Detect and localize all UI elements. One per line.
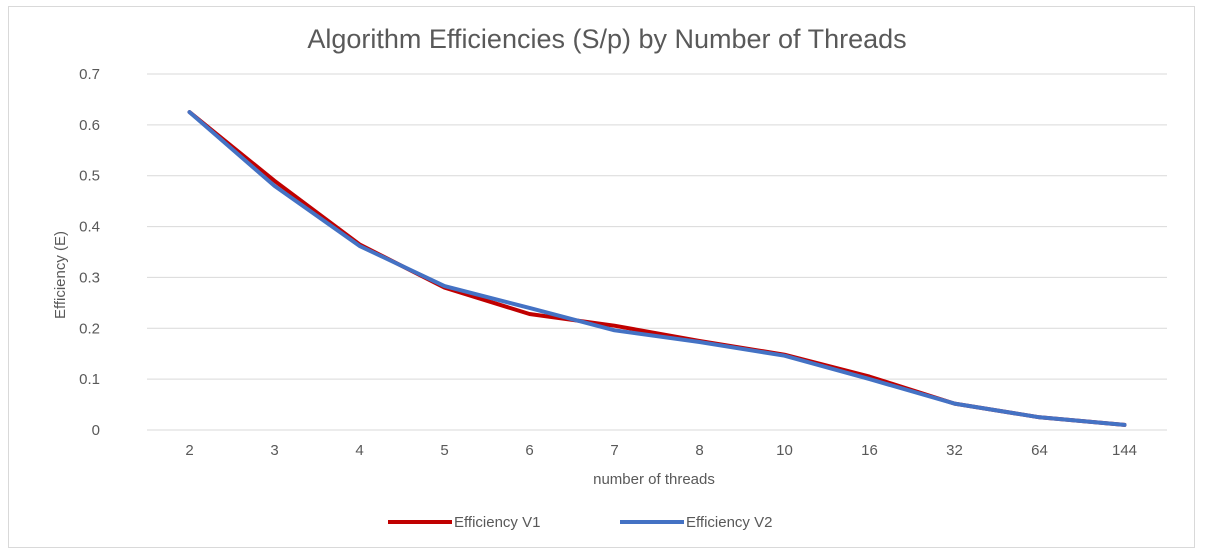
legend-label: Efficiency V2 [686, 514, 772, 531]
x-tick-label: 4 [355, 442, 363, 459]
y-tick-label: 0.5 [79, 168, 100, 185]
x-axis-ticks: 2 3 4 5 6 7 8 10 16 32 64 144 [185, 442, 1137, 459]
y-tick-label: 0.2 [79, 320, 100, 337]
y-tick-label: 0.7 [79, 66, 100, 83]
x-tick-label: 6 [525, 442, 533, 459]
x-tick-label: 32 [946, 442, 963, 459]
legend: Efficiency V1 Efficiency V2 [388, 514, 772, 531]
y-tick-label: 0.3 [79, 269, 100, 286]
series-lines [187, 110, 1127, 427]
y-tick-label: 0.1 [79, 371, 100, 388]
y-axis-ticks: 0 0.1 0.2 0.3 0.4 0.5 0.6 0.7 [79, 66, 100, 439]
series-line-1 [187, 110, 1127, 427]
x-tick-label: 64 [1031, 442, 1048, 459]
x-tick-label: 3 [270, 442, 278, 459]
y-axis-label: Efficiency (E) [52, 231, 69, 319]
x-tick-label: 8 [695, 442, 703, 459]
x-tick-label: 7 [610, 442, 618, 459]
x-tick-label: 16 [861, 442, 878, 459]
x-tick-label: 144 [1112, 442, 1137, 459]
y-tick-label: 0.4 [79, 219, 100, 236]
y-tick-label: 0.6 [79, 117, 100, 134]
chart-title: Algorithm Efficiencies (S/p) by Number o… [307, 24, 906, 54]
gridlines [147, 73, 1167, 431]
series-line-2 [187, 110, 1127, 427]
x-axis-label: number of threads [593, 471, 715, 488]
y-tick-label: 0 [92, 422, 100, 439]
x-tick-label: 10 [776, 442, 793, 459]
legend-label: Efficiency V1 [454, 514, 540, 531]
x-tick-label: 5 [440, 442, 448, 459]
x-tick-label: 2 [185, 442, 193, 459]
